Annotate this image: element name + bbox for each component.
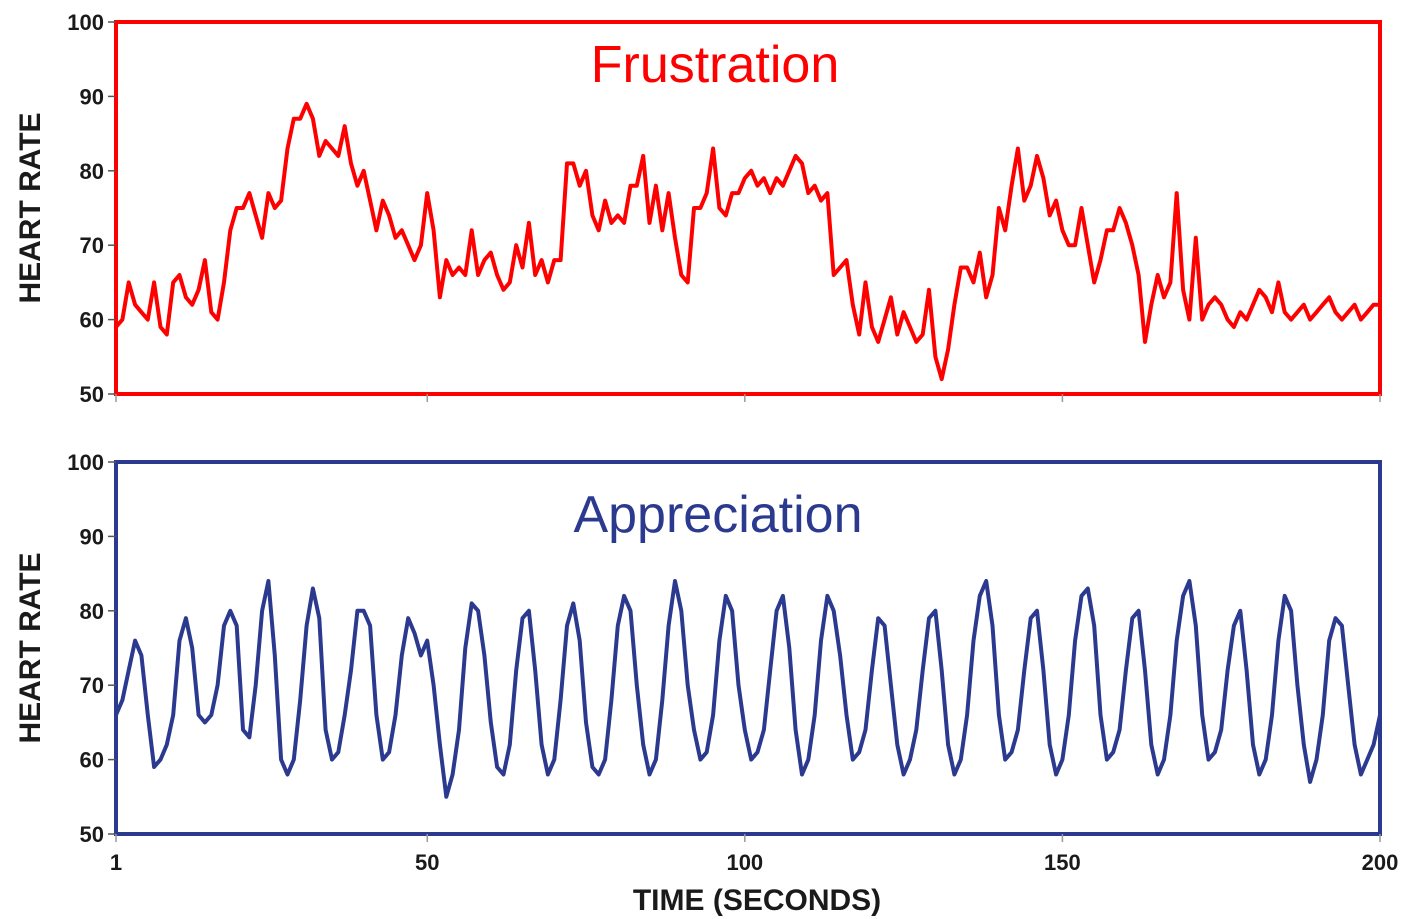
x-tick-label: 100 [726,850,763,875]
frustration-y-axis-label: HEART RATE [14,112,47,303]
appreciation-y-axis-label: HEART RATE [14,552,47,743]
y-tick-label: 100 [67,10,104,35]
frustration-panel: 50 60 70 80 90 100 Frustration HEART RATE [14,10,1382,407]
x-tick-label: 200 [1362,850,1399,875]
y-tick-label: 80 [80,599,104,624]
appreciation-y-ticks: 50 60 70 80 90 100 [67,450,116,847]
frustration-title: Frustration [591,36,840,94]
y-tick-label: 60 [80,748,104,773]
frustration-heart-rate-line [114,101,1382,382]
x-tick-label: 50 [415,850,439,875]
frustration-plot-frame [114,20,1382,396]
y-tick-label: 90 [80,524,104,549]
appreciation-plot-frame [114,460,1382,836]
y-tick-label: 70 [80,233,104,258]
y-tick-label: 90 [80,84,104,109]
x-tick-label: 150 [1044,850,1081,875]
y-tick-label: 50 [80,382,104,407]
frustration-x-tick-marks [115,394,1381,402]
y-tick-label: 100 [67,450,104,475]
y-tick-label: 60 [80,308,104,333]
y-tick-label: 70 [80,673,104,698]
y-tick-label: 80 [80,159,104,184]
y-tick-label: 50 [80,822,104,847]
x-axis-label: TIME (SECONDS) [633,884,881,917]
appreciation-title: Appreciation [573,486,862,544]
appreciation-x-ticks: 1 50 100 150 200 [110,834,1398,875]
frustration-y-ticks: 50 60 70 80 90 100 [67,10,116,407]
appreciation-heart-rate-line [114,579,1382,799]
x-tick-label: 1 [110,850,122,875]
